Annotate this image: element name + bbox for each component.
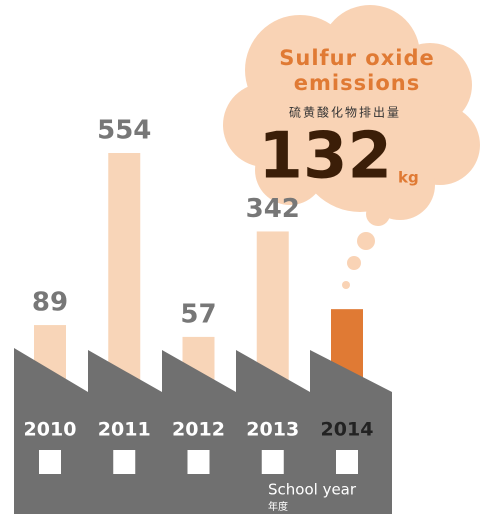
unit-label: kg xyxy=(398,169,419,187)
x-label-ja: 年度 xyxy=(268,500,288,513)
window xyxy=(188,450,210,474)
value-label: 89 xyxy=(32,288,68,318)
value-label: 57 xyxy=(180,299,216,329)
chart-title: Sulfur oxide emissions xyxy=(262,46,452,96)
window xyxy=(113,450,135,474)
page: 硫黄酸化物排出量 89 554 57 342 School year 年度 2010 2… xyxy=(0,0,499,514)
subtitle: 硫黄酸化物排出量 xyxy=(289,105,401,120)
window xyxy=(336,450,358,474)
window xyxy=(262,450,284,474)
value-label: 342 xyxy=(246,194,300,224)
window xyxy=(39,450,61,474)
x-label: School year xyxy=(268,481,357,499)
x-tick-label: 2013 xyxy=(246,419,299,441)
x-tick-label: 2011 xyxy=(98,419,151,441)
value-label-highlight: 132 xyxy=(258,120,392,194)
value-label: 554 xyxy=(97,116,151,146)
x-tick-label: 2014 xyxy=(321,419,374,441)
x-tick-label: 2012 xyxy=(172,419,225,441)
x-tick-label: 2010 xyxy=(24,419,77,441)
